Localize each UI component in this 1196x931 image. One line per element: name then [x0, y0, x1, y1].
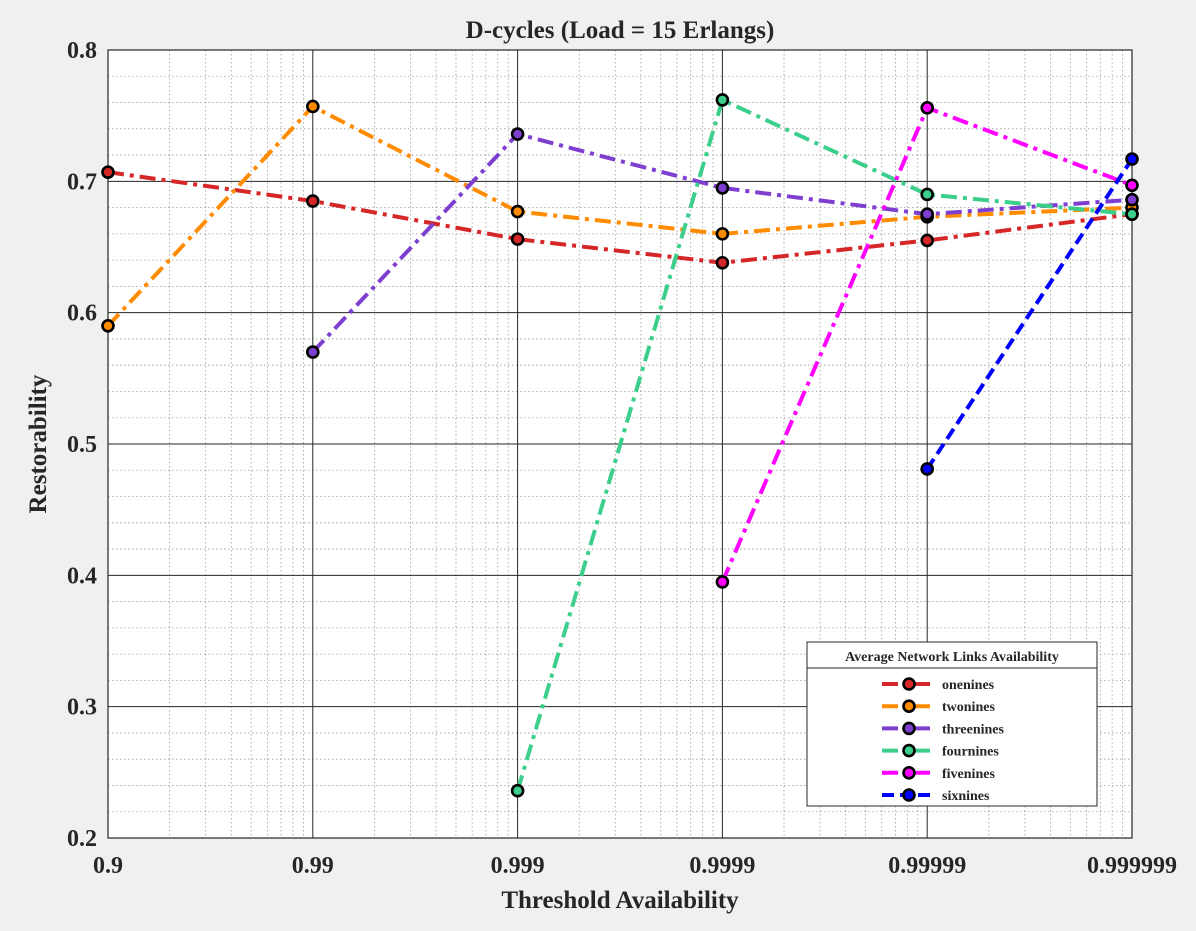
data-point	[305, 345, 320, 359]
x-tick-label: 0.999999	[1087, 853, 1177, 879]
data-point	[715, 575, 730, 589]
x-tick-labels: 0.9 0.99 0.999 0.9999 0.99999 0.999999	[93, 853, 1177, 879]
legend-item-sixnines: sixnines	[882, 788, 990, 804]
legend-box	[806, 641, 1098, 807]
data-point	[1125, 178, 1139, 193]
legend-label: onenines	[942, 678, 995, 693]
legend-swatch-marker	[902, 743, 916, 758]
plot-frame	[107, 49, 1133, 839]
x-axis-label: Threshold Availability	[501, 887, 739, 914]
data-point	[920, 100, 935, 115]
series-line	[925, 157, 1134, 471]
legend-item-twonines: twonines	[882, 699, 995, 715]
legend-item-fournines: fournines	[882, 743, 999, 760]
data-point	[715, 227, 730, 241]
data-point	[920, 233, 935, 248]
legend-label: twonines	[942, 700, 995, 715]
y-tick-label: 0.5	[67, 432, 97, 458]
x-tick-label: 0.9999	[689, 853, 755, 879]
data-point	[920, 207, 935, 221]
y-axis-label: Restorability	[25, 374, 52, 513]
series-line	[515, 97, 1133, 792]
series-threenines	[305, 127, 1139, 359]
legend-item-fivenines: fivenines	[882, 765, 995, 782]
legend-label: threenines	[942, 722, 1005, 737]
y-tick-label: 0.4	[67, 563, 97, 589]
legend-swatch-marker	[902, 677, 916, 691]
data-point	[305, 194, 320, 208]
data-point	[510, 127, 525, 141]
legend-item-threenines: threenines	[882, 721, 1005, 737]
legend-label: fournines	[942, 745, 999, 760]
legend-item-onenines: onenines	[882, 677, 995, 693]
legend-swatch-marker	[902, 721, 916, 736]
legend-title: Average Network Links Availability	[845, 650, 1059, 665]
data-point	[510, 783, 525, 798]
data-point	[510, 204, 525, 219]
series-line	[107, 170, 1133, 265]
series-layer	[101, 93, 1139, 798]
legend: Average Network Links Availability oneni…	[806, 641, 1098, 807]
legend-label: fivenines	[942, 767, 995, 782]
y-tick-label: 0.6	[67, 301, 97, 327]
series-fournines	[510, 93, 1139, 798]
y-tick-label: 0.8	[67, 38, 97, 64]
y-tick-labels: 0.2 0.3 0.4 0.5 0.6 0.7 0.8	[67, 38, 97, 852]
legend-swatch-marker	[902, 788, 916, 802]
legend-items: onenines twonines threenines fournines fiven…	[882, 677, 1005, 804]
x-tick-label: 0.999	[491, 853, 545, 879]
series-line	[106, 104, 1133, 328]
legend-swatch-marker	[902, 699, 916, 714]
data-point	[101, 165, 115, 179]
chart-title: D-cycles (Load = 15 Erlangs)	[466, 17, 775, 44]
series-line	[311, 132, 1133, 354]
data-point	[101, 318, 115, 333]
data-point	[920, 187, 935, 202]
data-point	[305, 99, 320, 114]
y-tick-label: 0.2	[67, 826, 97, 852]
data-point	[920, 462, 935, 476]
legend-label: sixnines	[942, 789, 990, 804]
x-tick-label: 0.9	[93, 853, 123, 879]
data-point	[715, 93, 730, 107]
series-onenines	[101, 165, 1139, 270]
data-point	[510, 232, 525, 246]
data-point	[1125, 207, 1139, 221]
legend-swatch-marker	[902, 765, 916, 780]
x-tick-label: 0.99	[292, 853, 334, 879]
data-point	[1125, 152, 1139, 166]
data-point	[715, 181, 730, 195]
y-tick-label: 0.3	[67, 695, 97, 721]
x-tick-label: 0.99999	[888, 853, 966, 879]
series-sixnines	[920, 152, 1139, 476]
data-point	[1125, 192, 1139, 207]
data-point	[715, 255, 730, 270]
series-fivenines	[715, 100, 1139, 589]
y-tick-label: 0.7	[67, 169, 97, 195]
